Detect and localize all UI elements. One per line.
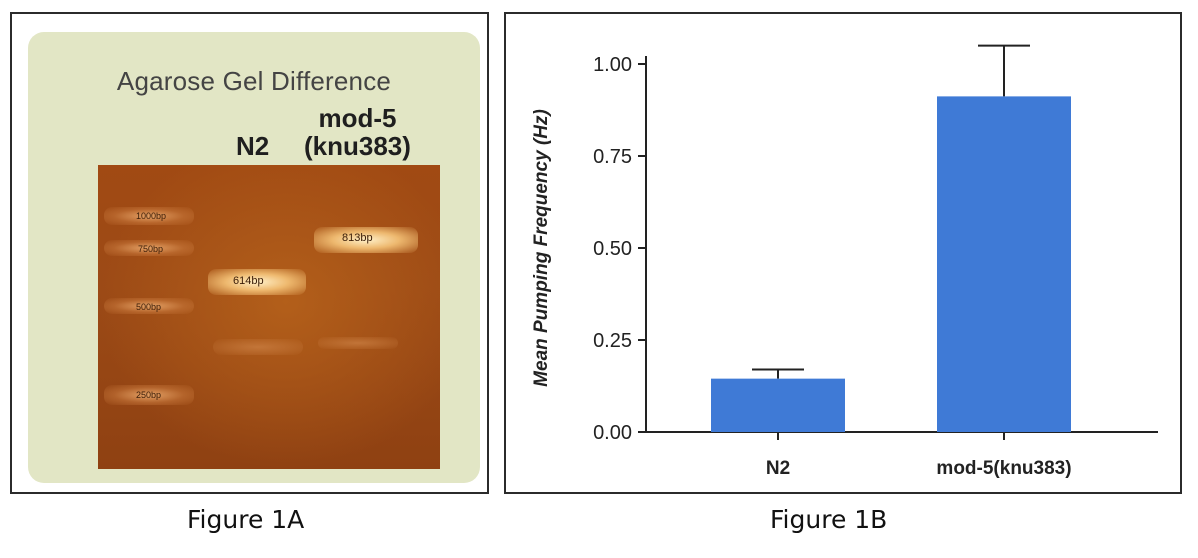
- bar-0: [711, 378, 845, 432]
- y-tick-label: 0.25: [593, 330, 632, 352]
- ladder-label-750: 750bp: [138, 244, 164, 254]
- ladder-band-250: [104, 385, 194, 405]
- ladder-band-750: [104, 240, 194, 256]
- caption-figure-1b: Figure 1B: [770, 505, 888, 534]
- bar-1: [937, 96, 1071, 432]
- lane-label-n2: N2: [236, 131, 270, 161]
- mod5-band: [314, 227, 418, 253]
- x-tick-label-1: mod-5(knu383): [936, 458, 1071, 479]
- gel-title: Agarose Gel Difference: [116, 66, 392, 96]
- bar-chart: 0.00 0.25 0.50 0.75 1.00 Mean Pumping Frequen…: [531, 44, 1158, 479]
- n2-faint-band: [213, 339, 303, 355]
- lane-label-mod5-line1: mod-5: [318, 103, 397, 133]
- y-axis-label: Mean Pumping Frequency (Hz): [531, 109, 552, 387]
- mod5-band-label: 813bp: [342, 232, 373, 244]
- ladder-label-500: 500bp: [136, 302, 162, 312]
- lane-label-mod5: mod-5 (knu383): [304, 104, 411, 160]
- mod5-faint-band: [318, 337, 398, 349]
- y-tick-label: 0.50: [593, 238, 632, 260]
- n2-band-label: 614bp: [233, 275, 264, 287]
- x-tick-label-0: N2: [766, 458, 790, 479]
- ladder-band-500: [104, 298, 194, 314]
- gel-image: 1000bp 750bp 500bp 250bp 614bp 813bp: [98, 165, 440, 469]
- lane-label-mod5-line2: (knu383): [304, 131, 411, 161]
- y-tick-label: 0.00: [593, 422, 632, 444]
- gel-card: Agarose Gel Difference N2 mod-5 (knu383)…: [28, 32, 480, 483]
- caption-figure-1a: Figure 1A: [187, 505, 305, 534]
- ladder-label-1000: 1000bp: [136, 211, 167, 221]
- figure-1a-panel: Agarose Gel Difference N2 mod-5 (knu383)…: [10, 12, 489, 494]
- y-tick-label: 0.75: [593, 146, 632, 168]
- ladder-label-250: 250bp: [136, 390, 162, 400]
- y-tick-label: 1.00: [593, 54, 632, 76]
- figure-1b-panel: 0.00 0.25 0.50 0.75 1.00 Mean Pumping Frequen…: [504, 12, 1182, 494]
- n2-band: [208, 269, 306, 295]
- ladder-band-1000: [104, 207, 194, 225]
